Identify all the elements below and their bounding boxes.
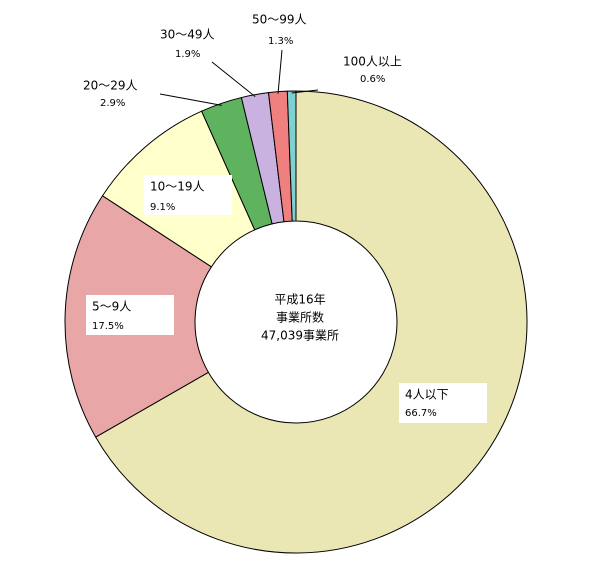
category-label: 10〜19人: [150, 180, 205, 194]
value-label: 9.1%: [150, 202, 175, 213]
center-text: 平成16年: [274, 293, 325, 307]
label-box: [399, 383, 487, 423]
value-label: 17.5%: [92, 321, 124, 332]
leader-line: [159, 93, 222, 106]
center-text: 47,039事業所: [261, 329, 339, 343]
label-box: [144, 175, 232, 215]
value-label: 1.3%: [268, 36, 293, 47]
leader-line: [277, 49, 283, 94]
center-text: 事業所数: [276, 310, 324, 325]
category-label: 5〜9人: [92, 300, 131, 314]
category-label: 30〜49人: [160, 28, 215, 42]
leader-line: [291, 89, 319, 94]
category-label: 20〜29人: [83, 79, 138, 93]
category-label: 4人以下: [405, 388, 449, 402]
slice: [286, 90, 297, 222]
leader-line: [211, 61, 256, 98]
slice: [95, 90, 528, 554]
value-label: 2.9%: [100, 98, 125, 109]
value-label: 66.7%: [405, 408, 437, 419]
category-label: 100人以上: [343, 55, 402, 69]
category-label: 50〜99人: [252, 13, 307, 27]
label-box: [86, 295, 174, 335]
value-label: 0.6%: [360, 74, 385, 85]
value-label: 1.9%: [175, 49, 200, 60]
